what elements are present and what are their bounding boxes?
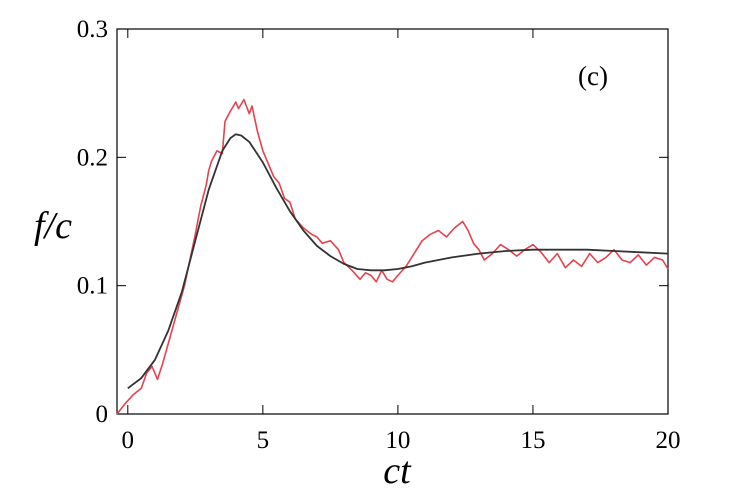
x-axis-title: ct xyxy=(383,450,412,492)
y-tick-label: 0.3 xyxy=(77,16,108,43)
x-tick-label: 20 xyxy=(656,427,681,454)
axis-tick-labels: 0 5 10 15 20 0 0.1 0.2 0.3 xyxy=(77,16,681,454)
y-axis-title: f/c xyxy=(34,205,72,247)
x-tick-label: 5 xyxy=(257,427,270,454)
x-tick-label: 0 xyxy=(122,427,135,454)
x-tick-label: 10 xyxy=(385,427,410,454)
y-tick-label: 0 xyxy=(96,401,109,428)
y-tick-label: 0.1 xyxy=(77,273,108,300)
axis-ticks xyxy=(117,28,669,415)
series-group xyxy=(116,98,669,415)
simulation-line xyxy=(116,98,669,415)
y-tick-label: 0.2 xyxy=(77,144,108,171)
panel-label: (c) xyxy=(578,61,608,91)
plot-frame xyxy=(116,28,669,415)
theory-line xyxy=(127,133,669,390)
x-tick-label: 15 xyxy=(520,427,545,454)
